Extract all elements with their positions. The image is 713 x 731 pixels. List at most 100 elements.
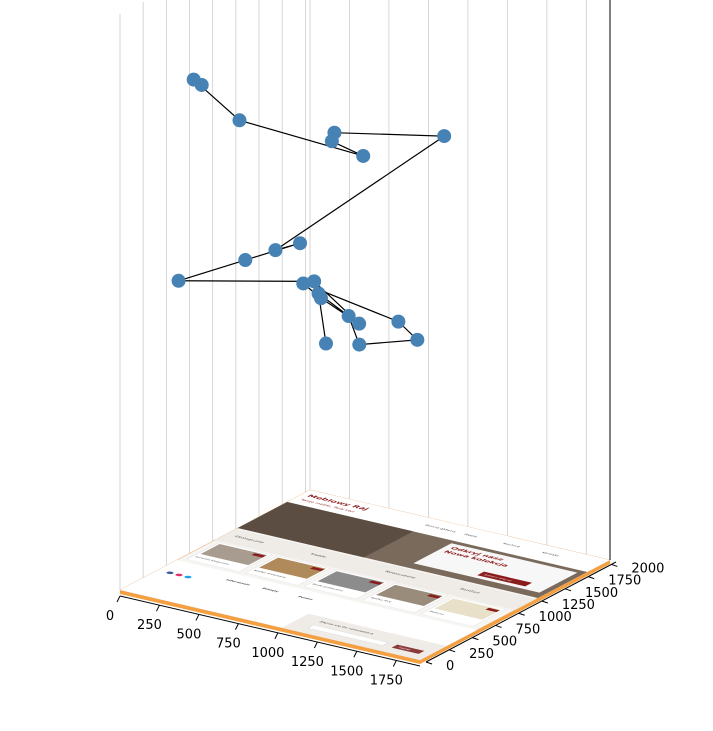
left-pane: [120, 0, 310, 590]
surface-nav-item: Kontakt: [541, 552, 560, 557]
x-tick-label: 0: [106, 609, 114, 624]
surface-category: Komfort: [459, 588, 482, 594]
x-tick: [274, 632, 279, 640]
surface-category: Ekologiczne: [234, 535, 266, 544]
x-tick-label: 1500: [330, 664, 363, 679]
surface-badge: [485, 607, 500, 613]
x-tick: [195, 614, 200, 621]
y-tick: [588, 576, 595, 580]
surface-footer-col: Pomoc: [297, 596, 314, 601]
y-tick-label: 500: [492, 635, 517, 650]
surface-social-icon: [184, 575, 192, 579]
y-tick: [472, 637, 479, 641]
surface-edge-right: [420, 560, 610, 664]
x-tick-label: 500: [177, 627, 202, 642]
surface-hero-button-label: Zobacz więcej: [482, 574, 512, 582]
surface-categories: [214, 528, 536, 611]
surface-newsletter-input: [307, 624, 389, 646]
y-tick: [541, 600, 549, 604]
surface-header: [287, 489, 611, 573]
data-point: [293, 236, 308, 251]
surface-social-icon: [166, 571, 174, 575]
y-tick-label: 1250: [562, 598, 595, 613]
data-point: [352, 337, 367, 352]
x-axis-line: [119, 595, 421, 667]
surface-hero-card: [413, 543, 578, 593]
surface-product-name: Szafka RTV: [370, 597, 394, 603]
y-tick: [425, 661, 433, 665]
y-tick-label: 0: [446, 659, 454, 674]
surface-badge: [368, 580, 383, 585]
surface-footer-col: Zakupy: [261, 587, 281, 592]
data-point: [268, 243, 283, 258]
surface-product-name: Materac: [428, 610, 446, 615]
surface-product-image: [317, 571, 385, 593]
surface-product-image: [434, 598, 502, 620]
x-tick: [116, 595, 121, 603]
data-point: [318, 336, 333, 351]
surface-newsletter-button-label: Zapisz: [397, 647, 412, 651]
x-tick-label: 1250: [291, 655, 324, 670]
y-tick-label: 1500: [585, 586, 618, 601]
y-tick-label: 2000: [631, 561, 664, 576]
data-point: [313, 291, 328, 306]
x-tick: [156, 604, 160, 612]
y-tick-label: 1000: [539, 610, 572, 625]
data-point: [341, 309, 356, 324]
tick-marks: 0250500750100012501500175002505007501000…: [106, 561, 665, 688]
axis-lines: [119, 0, 617, 667]
y-tick-label: 250: [469, 647, 494, 662]
surface-product-image: [259, 557, 326, 579]
axes-panes: [120, 0, 310, 590]
surface-nav-item: Strona główna: [424, 524, 457, 533]
surface-hero-button: [477, 571, 533, 587]
data-point: [324, 134, 339, 149]
surface-edge-front: [120, 590, 420, 664]
data-point: [194, 77, 209, 92]
surface-nav-item: Kuchnie: [502, 542, 522, 548]
surface-badge: [426, 594, 442, 599]
y-tick-label: 1750: [608, 574, 641, 589]
grid-lines: [119, 0, 587, 590]
data-point: [171, 273, 186, 288]
surface-category: Nowoczesne: [384, 570, 418, 579]
x-tick: [353, 651, 358, 658]
data-point: [307, 274, 322, 289]
y-axis-line: [425, 561, 617, 663]
surface-badge: [251, 553, 266, 558]
surface-nav-item: Meble: [463, 533, 479, 538]
data-point: [391, 314, 406, 329]
data-point: [352, 316, 367, 331]
y-tick: [449, 649, 456, 653]
surface-product-name: Szafka drewniana: [253, 569, 288, 578]
x-tick-label: 1750: [370, 673, 403, 688]
surface-product-name: Szafa przesuwna: [311, 583, 344, 592]
surface-footer-col: Informacje: [225, 579, 252, 586]
data-series: [171, 72, 452, 352]
surface-badge: [309, 566, 325, 572]
surface-social-icon: [175, 573, 183, 577]
surface-product-image: [376, 584, 443, 607]
x-tick-label: 750: [216, 637, 241, 652]
data-point: [232, 113, 247, 128]
x-tick: [392, 660, 397, 667]
y-tick-label: 750: [516, 622, 541, 637]
y-tick: [611, 563, 618, 567]
surface-product-name: Komoda klasyczna: [194, 556, 230, 565]
data-point: [356, 148, 371, 163]
y-tick: [518, 612, 525, 616]
data-point: [296, 276, 311, 291]
data-point: [437, 129, 452, 144]
x-tick-label: 1000: [251, 646, 284, 661]
y-tick: [564, 588, 572, 592]
y-tick: [495, 624, 502, 628]
surface-product-image: [200, 543, 268, 566]
surface-newsletter-button: [391, 644, 425, 654]
data-point: [410, 332, 425, 347]
x-tick: [234, 623, 239, 630]
data-point: [238, 253, 253, 268]
x-tick-label: 250: [137, 618, 162, 633]
